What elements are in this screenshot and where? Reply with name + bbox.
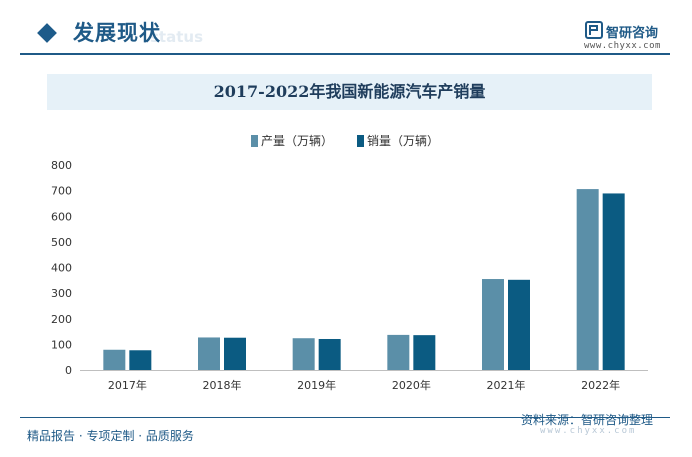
footer-tagline: 精品报告 · 专项定制 · 品质服务 [27,429,194,443]
sales-bar [413,335,436,370]
y-tick-label: 0 [65,364,72,377]
y-tick-label: 500 [51,236,72,249]
chart-title: 2017-2022年我国新能源汽车产销量 [213,82,486,101]
sales-bar [602,193,625,370]
x-tick-label: 2018年 [203,378,242,392]
x-tick-label: 2021年 [487,378,526,392]
y-tick-label: 700 [51,185,72,198]
chart-title-bar: 2017-2022年我国新能源汽车产销量 [47,74,652,110]
y-tick-label: 300 [51,287,72,300]
sales-bar [129,350,152,370]
y-tick-label: 400 [51,262,72,275]
brand-name: 智研咨询 [606,26,659,41]
production-bar [387,334,410,370]
production-bar [103,349,126,370]
header-divider [20,53,670,55]
sales-bar [318,338,341,370]
y-tick-label: 100 [51,338,72,351]
production-bar [576,189,599,370]
legend-label-production: 产量（万辆） [261,134,334,148]
x-tick-label: 2020年 [392,378,431,392]
x-tick-label: 2017年 [108,378,147,392]
section-subtitle: status [150,28,203,46]
source-note: 资料来源：智研咨询整理 [521,413,654,427]
x-tick-label: 2019年 [297,378,336,392]
sales-bar [508,279,530,370]
production-bar [482,279,504,370]
sales-bar [224,337,246,370]
production-bar [292,338,315,370]
legend-item-production: 产量（万辆） [251,132,333,149]
production-bar [198,337,220,370]
legend-swatch-production [251,135,258,147]
y-tick-label: 800 [51,159,72,172]
legend-item-sales: 销量（万辆） [357,132,439,149]
legend-label-sales: 销量（万辆） [367,134,440,148]
brand-logo-icon [585,21,603,39]
footer-divider [20,417,670,418]
brand-url: www.chyxx.com [584,41,661,51]
legend-swatch-sales [357,135,364,147]
header: status 发展现状 智研咨询 www.chyxx.com [0,0,692,56]
section-title: 发展现状 [73,21,161,45]
x-tick-label: 2022年 [581,378,620,392]
y-tick-label: 200 [51,313,72,326]
source-url: www.chyxx.com [540,426,637,436]
y-tick-label: 600 [51,210,72,223]
